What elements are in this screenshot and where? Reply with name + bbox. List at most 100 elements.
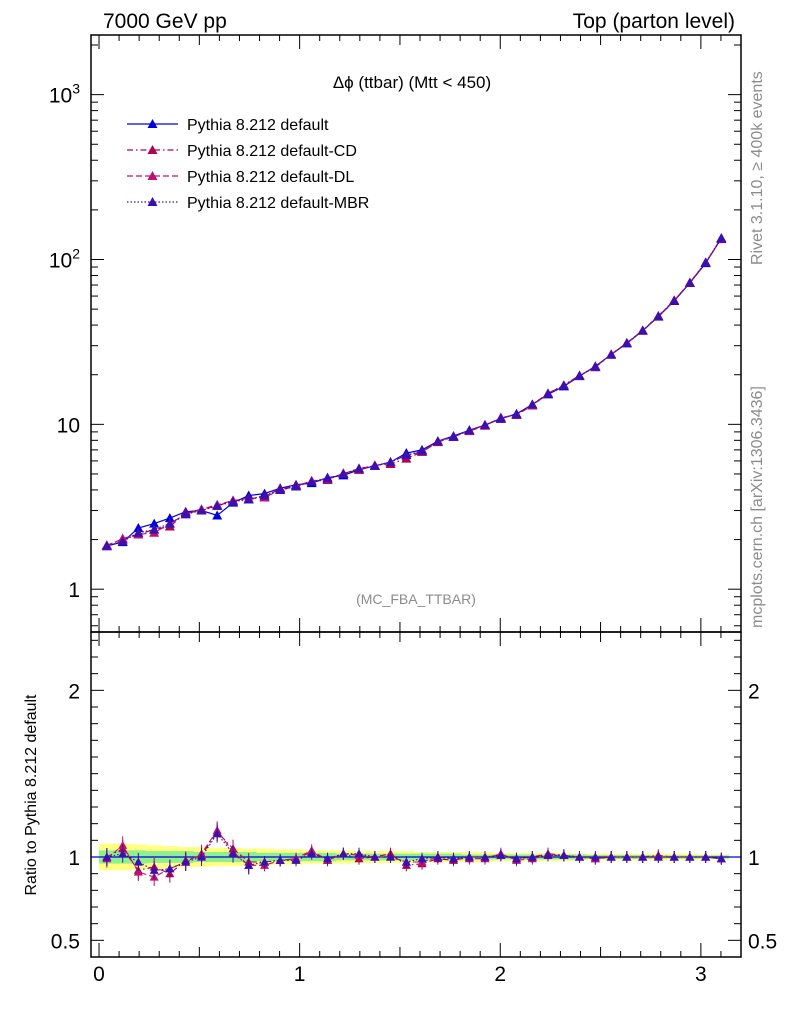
ratio-2-point (165, 864, 175, 873)
series-3-point (275, 484, 286, 494)
y-tick-label: 103 (49, 81, 80, 108)
ratio-2-point (338, 849, 348, 858)
ratio-2-point (543, 850, 553, 859)
series-3-point (133, 527, 144, 537)
series-3-point (543, 388, 554, 398)
legend-marker-2 (147, 171, 158, 180)
ratio-2-point (118, 849, 128, 858)
ratio-2-point (559, 850, 569, 859)
legend-label-1: Pythia 8.212 default-CD (187, 143, 357, 160)
ratio-2-point (669, 852, 679, 861)
series-line-1 (106, 238, 722, 546)
ratio-2-point (606, 852, 616, 861)
y-tick-label: 102 (49, 245, 80, 272)
series-3-point (558, 380, 569, 390)
ratio-y-tick-label: 0.5 (51, 930, 80, 953)
legend-label-0: Pythia 8.212 default (187, 117, 329, 134)
ratio-2-point (480, 852, 490, 861)
main-series-layer (101, 233, 727, 551)
ratio-2-point (133, 857, 143, 866)
series-3-point (448, 431, 459, 441)
legend-marker-1 (147, 145, 158, 154)
x-tick-label: 2 (494, 963, 506, 986)
series-3-point (291, 481, 302, 491)
series-3-point (212, 500, 223, 510)
ratio-2-point (496, 850, 506, 859)
series-3-point (716, 233, 727, 243)
main-panel: 1 10 102 103 Δϕ (ttbar) (Mtt < 450) (MC_FBA… (49, 34, 742, 633)
series-3-point (369, 460, 380, 470)
series-3-point (432, 436, 443, 446)
series-3-point (700, 257, 711, 267)
ratio-y-tick-label-right: 0.5 (748, 930, 777, 953)
x-tick-label: 1 (294, 963, 306, 986)
series-3-point (574, 370, 585, 380)
ratio-2-point (433, 852, 443, 861)
series-3-point (653, 311, 664, 321)
ratio-series-layer (102, 821, 726, 886)
ratio-2-point (197, 852, 207, 861)
ratio-2-point (638, 852, 648, 861)
series-3-point (684, 277, 695, 287)
series-3-point (196, 505, 207, 515)
ratio-2-point (417, 854, 427, 863)
series-line-3 (106, 238, 722, 547)
ratio-2-point (575, 852, 585, 861)
ratio-2-point (716, 854, 726, 863)
series-3-point (101, 540, 112, 550)
series-line-2 (106, 238, 722, 547)
chart-title: Δϕ (ttbar) (Mtt < 450) (333, 73, 491, 92)
series-0-point (133, 523, 144, 533)
ratio-2-point (354, 849, 364, 858)
legend-marker-0 (147, 119, 158, 128)
ratio-line-2 (106, 832, 722, 871)
series-3-point (117, 536, 128, 546)
process-label: Top (parton level) (573, 10, 735, 33)
ratio-2-point (228, 849, 238, 858)
legend: Pythia 8.212 default Pythia 8.212 default… (127, 117, 369, 212)
mcplots-reference-label: mcplots.cern.ch [arXiv:1306.3436] (749, 386, 766, 628)
series-3-point (480, 420, 491, 430)
ratio-2-point (622, 852, 632, 861)
ratio-y-tick-label: 1 (68, 847, 80, 870)
legend-label-3: Pythia 8.212 default-MBR (187, 195, 369, 212)
ratio-2-point (307, 849, 317, 858)
series-0-point (149, 518, 160, 528)
series-3-point (417, 445, 428, 455)
series-3-point (338, 468, 349, 478)
ratio-2-point (260, 857, 270, 866)
legend-label-2: Pythia 8.212 default-DL (187, 169, 354, 186)
series-3-point (180, 509, 191, 519)
ratio-2-point (464, 852, 474, 861)
x-tick-label: 0 (93, 963, 105, 986)
ratio-2-point (181, 857, 191, 866)
ratio-2-point (590, 852, 600, 861)
rivet-version-label: Rivet 3.1.10, ≥ 400k events (749, 71, 766, 265)
ratio-panel: 0.5 0.5 1 1 2 2 0 1 2 3 Ratio to Pythia 8.212 def… (23, 631, 777, 986)
ratio-2-point (244, 860, 254, 869)
series-3-point (322, 473, 333, 483)
ratio-2-point (323, 854, 333, 863)
series-3-point (590, 361, 601, 371)
series-3-point (401, 450, 412, 460)
ratio-2-point (685, 852, 695, 861)
series-3-point (243, 494, 254, 504)
ratio-ylabel: Ratio to Pythia 8.212 default (23, 694, 40, 896)
series-3-point (511, 409, 522, 419)
series-line-0 (106, 237, 722, 547)
series-3-point (669, 295, 680, 305)
ratio-1-point (133, 867, 143, 876)
ratio-2-point (149, 865, 159, 874)
ratio-2-point (701, 852, 711, 861)
ratio-axis-ticks: 0.5 0.5 1 1 2 2 0 1 2 3 (51, 632, 777, 986)
series-0-point (164, 513, 175, 523)
ratio-2-point (212, 829, 222, 838)
ratio-2-point (653, 852, 663, 861)
y-tick-label: 10 (57, 414, 80, 437)
ratio-2-point (512, 854, 522, 863)
ratio-frame (90, 631, 742, 958)
series-3-point (637, 325, 648, 335)
series-3-point (606, 349, 617, 359)
y-tick-label: 1 (68, 579, 80, 602)
ratio-2-point (449, 854, 459, 863)
